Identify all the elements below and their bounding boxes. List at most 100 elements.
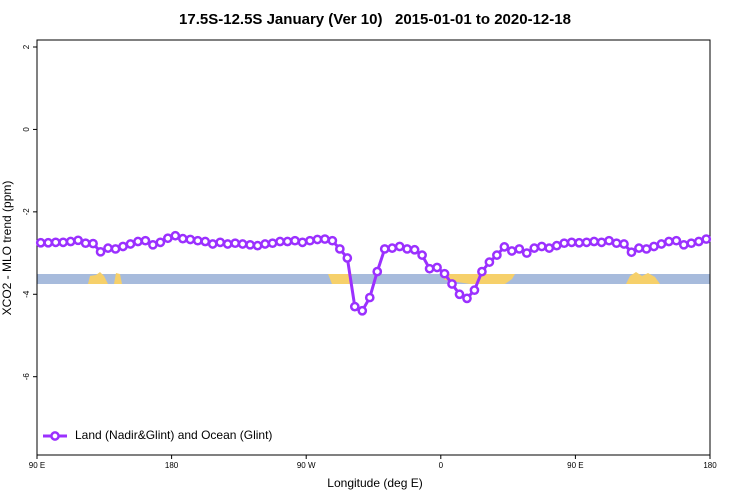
land-patch	[626, 272, 660, 284]
x-tick-label: 90 E	[567, 461, 583, 470]
point	[65, 236, 76, 247]
ocean-strip	[37, 274, 710, 284]
point	[506, 246, 517, 256]
point	[357, 305, 368, 316]
point	[252, 240, 263, 251]
point	[664, 236, 674, 247]
point	[521, 248, 532, 258]
point	[50, 237, 61, 248]
legend-label: Land (Nadir&Glint) and Ocean (Glint)	[75, 428, 272, 442]
point	[424, 263, 435, 274]
point	[133, 236, 143, 247]
point	[327, 235, 338, 246]
y-tick-label: 0	[22, 127, 31, 132]
point	[349, 301, 360, 312]
point	[439, 268, 450, 279]
point	[267, 238, 278, 249]
point	[484, 257, 495, 267]
point	[125, 239, 136, 249]
point	[73, 235, 83, 246]
x-tick-label: 180	[703, 461, 717, 470]
point	[364, 292, 375, 303]
point	[43, 237, 54, 248]
point	[671, 235, 682, 246]
point	[611, 238, 622, 249]
point	[222, 239, 233, 249]
point	[551, 240, 562, 251]
point	[215, 237, 226, 248]
x-tick-label: 180	[165, 461, 179, 470]
point	[693, 236, 704, 247]
legend-marker	[50, 431, 60, 441]
point	[372, 266, 383, 277]
point	[387, 243, 398, 253]
point	[581, 237, 592, 248]
point	[118, 241, 128, 252]
point	[170, 230, 181, 241]
point	[649, 241, 659, 252]
point	[634, 243, 644, 253]
y-axis-label: XCO2 - MLO trend (ppm)	[0, 181, 14, 316]
point	[305, 235, 315, 246]
land-patch	[88, 272, 108, 284]
point	[402, 244, 412, 254]
point	[35, 237, 46, 248]
point	[342, 253, 353, 263]
y-tick-label: -2	[22, 208, 31, 216]
point	[462, 293, 472, 304]
point	[492, 250, 502, 260]
point	[596, 237, 607, 248]
y-tick-label: -4	[22, 290, 31, 298]
point	[514, 244, 525, 254]
point	[140, 235, 151, 246]
point	[469, 285, 480, 296]
chart-title: 17.5S-12.5S January (Ver 10) 2015-01-01 …	[179, 11, 571, 28]
point	[80, 238, 91, 249]
point	[409, 244, 420, 255]
y-tick-label: -6	[22, 373, 31, 381]
point	[185, 234, 196, 245]
point	[110, 244, 121, 254]
x-tick-label: 90 W	[297, 461, 316, 470]
point	[544, 243, 555, 253]
point	[320, 234, 330, 244]
point	[312, 234, 323, 245]
land-patch	[328, 274, 352, 284]
point	[95, 246, 106, 257]
point	[619, 239, 629, 249]
point	[245, 239, 255, 250]
point	[260, 239, 270, 249]
point	[207, 239, 218, 249]
point	[447, 279, 457, 289]
point	[192, 235, 203, 246]
point	[163, 233, 173, 244]
point	[290, 235, 300, 246]
point	[477, 266, 487, 277]
point	[432, 262, 442, 273]
point	[88, 238, 98, 249]
point	[335, 244, 345, 254]
point	[103, 243, 113, 253]
point	[297, 237, 308, 248]
point	[155, 237, 166, 248]
point	[394, 241, 405, 252]
point	[701, 234, 712, 244]
land-patch	[114, 273, 122, 284]
point	[454, 289, 465, 300]
point	[574, 237, 584, 248]
point	[686, 238, 697, 249]
point	[148, 239, 158, 250]
point	[656, 239, 667, 249]
point	[417, 250, 427, 260]
point	[678, 239, 689, 250]
point	[282, 236, 293, 247]
point	[200, 236, 211, 247]
x-tick-label: 90 E	[29, 461, 45, 470]
plot-frame	[36, 39, 711, 456]
point	[641, 244, 652, 254]
point	[536, 241, 547, 252]
point	[499, 242, 510, 252]
point	[237, 239, 248, 249]
point	[589, 236, 599, 247]
